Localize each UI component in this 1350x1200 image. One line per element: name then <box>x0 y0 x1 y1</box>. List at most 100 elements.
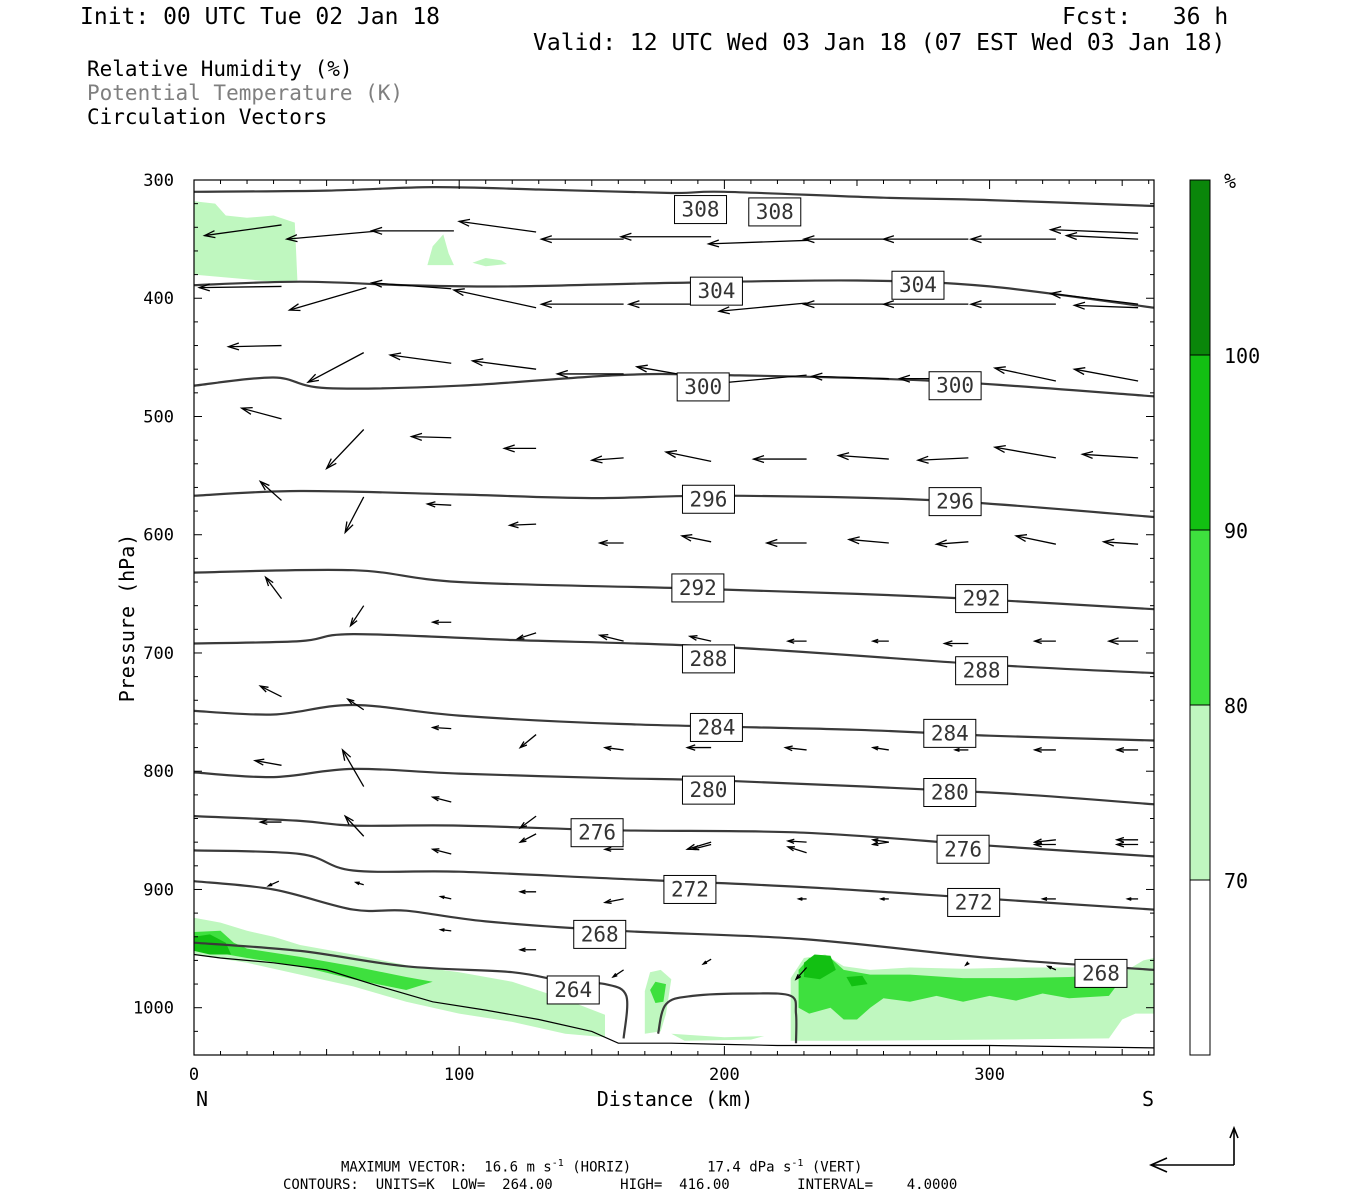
vector-head <box>325 458 337 471</box>
label-text: 268 <box>1082 961 1120 985</box>
label-box <box>573 919 627 949</box>
vector-shaft <box>260 685 282 698</box>
circulation-vector <box>942 640 969 647</box>
label-text: 280 <box>690 778 728 802</box>
vector-shaft <box>432 726 452 730</box>
vector-shaft <box>811 375 889 380</box>
rh-region-80 <box>194 930 433 990</box>
vector-head <box>451 288 465 297</box>
circulation-vector <box>470 358 537 370</box>
circulation-vector <box>1072 367 1139 382</box>
vector-shaft <box>848 538 889 544</box>
colorbar-label: 90 <box>1224 519 1248 543</box>
vector-shaft <box>326 429 365 469</box>
isentrope-label-292: 292 <box>955 584 1009 614</box>
vector-head <box>258 480 270 491</box>
vector-shaft <box>604 746 624 751</box>
vector-head <box>687 635 698 641</box>
label-box <box>681 484 735 514</box>
circulation-vector <box>602 898 624 904</box>
label-box <box>947 887 1001 917</box>
vector-shaft <box>265 576 283 599</box>
circulation-vector <box>846 536 889 545</box>
vector-head <box>1072 301 1086 310</box>
vector-head <box>942 640 953 647</box>
isentrope-label-268: 268 <box>1074 958 1128 988</box>
vector-shaft <box>1074 368 1139 382</box>
y-tick-label: 400 <box>143 289 174 309</box>
valid-time: Valid: 12 UTC Wed 03 Jan 18 (07 EST Wed … <box>533 30 1226 56</box>
vector-shaft <box>199 285 282 289</box>
vector-head <box>284 234 298 243</box>
vector-head <box>1045 965 1052 970</box>
circulation-vector <box>518 815 537 830</box>
vector-head <box>470 358 484 367</box>
vector-head <box>589 455 603 464</box>
colorbar-label: 70 <box>1224 869 1248 893</box>
isentrope-label-272: 272 <box>663 874 717 904</box>
isentrope-288 <box>194 632 1154 675</box>
circulation-vector <box>1064 231 1139 241</box>
horiz-exponent: -1 <box>551 1158 564 1169</box>
circulation-vector <box>1114 836 1139 843</box>
max-vector-line: MAXIMUM VECTOR: 16.6 m s-1 (HORIZ) 17.4 … <box>341 1158 862 1176</box>
circulation-vector <box>597 633 624 642</box>
y-tick-label: 1000 <box>133 999 174 1019</box>
label-text: 272 <box>955 890 993 914</box>
circulation-vector <box>325 429 365 471</box>
vector-head <box>1040 896 1048 902</box>
colorbar: 70 80 90 100% <box>1189 169 1260 1056</box>
legend-circulation-vectors: Circulation Vectors <box>87 105 328 129</box>
vector-shaft <box>787 840 807 843</box>
vector-head <box>794 973 802 981</box>
colorbar-label: 100 <box>1224 344 1260 368</box>
rh-region-80 <box>798 958 1123 1020</box>
vector-head <box>502 444 515 453</box>
isentrope-label-268: 268 <box>573 919 627 949</box>
isentrope-label-304: 304 <box>689 276 743 306</box>
circulation-vectors <box>197 218 1139 981</box>
y-tick-label: 500 <box>143 407 174 427</box>
y-tick-label: 600 <box>143 526 174 546</box>
vector-head <box>717 306 730 315</box>
horiz-tag: (HORIZ) <box>572 1159 632 1176</box>
circulation-vector <box>202 224 282 239</box>
isentrope-268 <box>194 880 1154 971</box>
circulation-vector <box>764 538 807 548</box>
label-text: 308 <box>682 198 720 222</box>
vector-shaft <box>591 457 624 461</box>
vector-head <box>1032 838 1043 845</box>
circulation-vector <box>518 734 537 749</box>
label-text: 288 <box>963 659 1001 683</box>
circulation-vector <box>751 454 807 464</box>
circulation-vector <box>1080 450 1139 460</box>
vector-head <box>690 845 700 851</box>
label-box <box>936 834 990 864</box>
endpoint-south: S <box>1142 1087 1154 1111</box>
circulation-vector <box>515 632 537 640</box>
vert-exponent: -1 <box>791 1158 804 1169</box>
circulation-vector <box>438 895 452 900</box>
colorbar-swatch <box>1189 354 1211 531</box>
vector-head <box>992 366 1006 375</box>
vector-head <box>409 432 423 442</box>
circulation-vector <box>1106 637 1139 646</box>
circulation-vector <box>796 897 807 901</box>
vector-head <box>992 444 1006 453</box>
vector-shaft <box>519 734 537 749</box>
vector-head <box>786 846 795 852</box>
circulation-vector <box>964 961 970 967</box>
circulation-vector <box>785 838 807 845</box>
vector-shaft <box>1082 453 1139 459</box>
vector-head <box>1032 746 1042 753</box>
vector-head <box>507 521 519 529</box>
vector-head <box>783 745 793 752</box>
vector-head <box>258 685 269 693</box>
vector-head <box>1032 638 1042 645</box>
circulation-vector <box>197 283 282 292</box>
vector-shaft <box>344 496 365 533</box>
vector-head <box>964 961 970 967</box>
x-tick-label: 300 <box>974 1065 1005 1085</box>
label-text: 284 <box>931 721 969 745</box>
